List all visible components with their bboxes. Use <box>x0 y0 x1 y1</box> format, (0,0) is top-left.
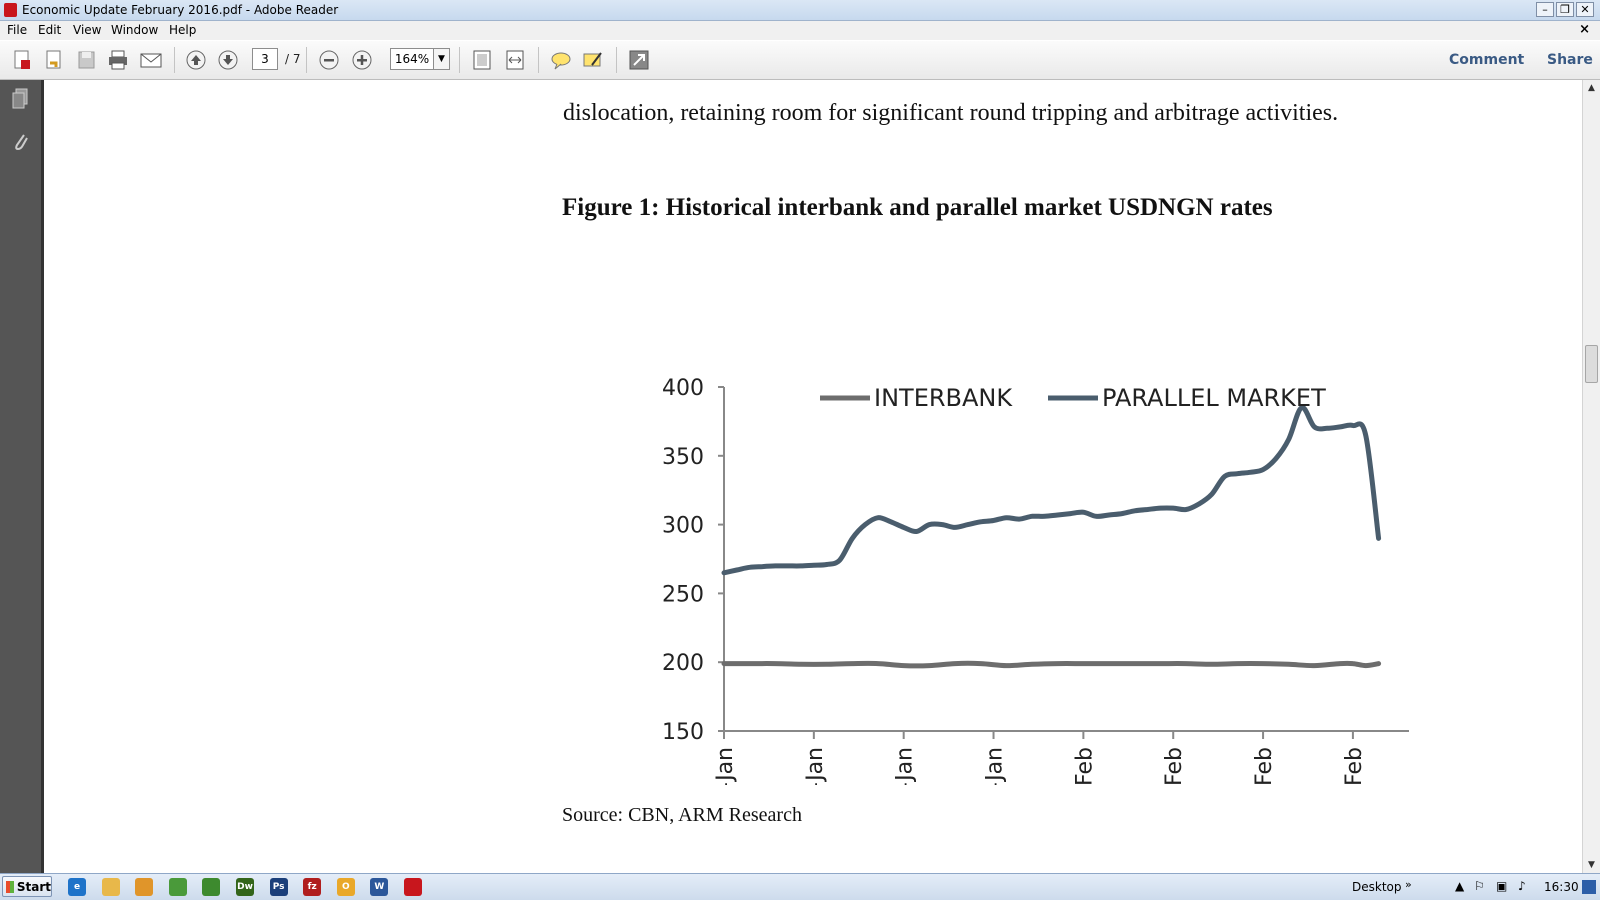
document-view: dislocation, retaining room for signific… <box>44 80 1582 873</box>
next-page-icon[interactable] <box>216 48 240 72</box>
file-explorer-icon[interactable] <box>101 878 120 896</box>
scroll-up-icon[interactable]: ▲ <box>1588 83 1595 93</box>
word-icon[interactable]: W <box>370 878 389 896</box>
open-file-icon[interactable] <box>42 48 66 72</box>
flag-icon[interactable]: ⚐ <box>1474 879 1485 893</box>
scroll-down-icon[interactable]: ▼ <box>1588 860 1595 870</box>
window-title: Economic Update February 2016.pdf - Adob… <box>22 3 339 17</box>
volume-icon[interactable]: ♪ <box>1518 879 1526 893</box>
minimize-button[interactable]: – <box>1536 2 1554 17</box>
x-tick-label: 25-Jan <box>983 747 1008 785</box>
menu-view[interactable]: View <box>73 23 102 37</box>
menu-help[interactable]: Help <box>169 23 197 37</box>
toolbar <box>0 41 1600 115</box>
chrome-icon[interactable] <box>168 878 187 896</box>
dreamweaver-icon[interactable]: Dw <box>236 878 254 896</box>
vertical-scrollbar[interactable]: ▲ ▼ <box>1582 80 1600 873</box>
x-tick-label: 1-Feb <box>1072 747 1097 785</box>
previous-page-icon[interactable] <box>184 48 208 72</box>
y-tick-label: 250 <box>662 582 704 607</box>
page-total-label: / 7 <box>285 52 301 66</box>
y-tick-label: 400 <box>662 376 704 401</box>
sticky-note-icon[interactable] <box>549 48 573 72</box>
windows-logo-icon <box>6 880 14 893</box>
x-tick-label: 8-Feb <box>1162 747 1187 785</box>
close-document-button[interactable]: × <box>1579 22 1590 37</box>
body-text: dislocation, retaining room for signific… <box>563 100 1339 126</box>
y-tick-label: 300 <box>662 514 704 539</box>
show-desktop-icon[interactable] <box>1582 880 1596 894</box>
tray-expand-icon[interactable]: ▲ <box>1455 879 1465 893</box>
restore-button[interactable]: ❐ <box>1556 2 1574 17</box>
start-label: Start <box>16 879 51 894</box>
title-bar: Economic Update February 2016.pdf - Adob… <box>0 0 1600 21</box>
outlook-icon[interactable]: O <box>336 878 355 896</box>
series-line-parallel-market <box>721 405 1382 576</box>
line-chart: 400 350 300 250 200 150 4-Jan 11-Jan 18-Jan 25-Ja… <box>662 376 1409 785</box>
fit-page-icon[interactable] <box>470 48 494 72</box>
photoshop-icon[interactable]: Ps <box>269 878 288 896</box>
adobe-reader-icon <box>4 3 17 17</box>
media-player-icon[interactable] <box>135 878 154 896</box>
menu-window[interactable]: Window <box>111 23 159 37</box>
scroll-thumb[interactable] <box>1585 345 1598 383</box>
comment-button[interactable]: Comment <box>1449 52 1525 68</box>
page-thumbnails-icon[interactable] <box>10 88 30 110</box>
x-tick-label: 11-Jan <box>803 747 828 785</box>
menu-bar: File Edit View Window Help × <box>0 21 1600 40</box>
chevron-right-icon[interactable]: » <box>1405 878 1412 891</box>
start-button[interactable]: Start <box>2 876 52 897</box>
y-tick-label: 350 <box>662 445 704 470</box>
filezilla-icon[interactable]: fz <box>303 878 322 896</box>
internet-explorer-icon[interactable]: e <box>68 878 86 896</box>
share-button[interactable]: Share <box>1547 52 1593 68</box>
legend-label: PARALLEL MARKET <box>1102 384 1326 412</box>
source-note: Source: CBN, ARM Research <box>562 804 802 826</box>
x-tick-label: 4-Jan <box>713 747 738 785</box>
y-tick-label: 150 <box>662 720 704 745</box>
zoom-dropdown-button[interactable]: ▼ <box>434 48 450 70</box>
network-icon[interactable]: ▣ <box>1496 879 1508 893</box>
save-icon[interactable] <box>74 48 98 72</box>
menu-edit[interactable]: Edit <box>38 23 62 37</box>
y-tick-label: 200 <box>662 651 704 676</box>
x-tick-label: 15-Feb <box>1252 747 1277 785</box>
zoom-input[interactable] <box>390 48 434 70</box>
navigation-pane <box>0 80 44 873</box>
fit-width-icon[interactable] <box>503 48 527 72</box>
highlight-text-icon[interactable] <box>581 48 605 72</box>
clock[interactable]: 16:30 <box>1544 880 1579 894</box>
full-screen-icon[interactable] <box>627 48 651 72</box>
create-pdf-icon[interactable] <box>10 48 34 72</box>
zoom-in-icon[interactable] <box>350 48 374 72</box>
zoom-out-icon[interactable] <box>317 48 341 72</box>
series-line-interbank <box>721 660 1382 669</box>
taskbar: Start Desktop » ▲ ⚐ ▣ ♪ 16:30 e Dw Ps fz O W <box>0 873 1600 900</box>
notepad-icon[interactable] <box>202 878 221 896</box>
email-icon[interactable] <box>139 48 163 72</box>
page-number-input[interactable] <box>252 48 278 70</box>
legend-label: INTERBANK <box>874 384 1013 412</box>
figure-title: Figure 1: Historical interbank and paral… <box>562 194 1273 221</box>
print-icon[interactable] <box>106 48 130 72</box>
x-tick-label: 18-Jan <box>893 747 918 785</box>
menu-file[interactable]: File <box>7 23 28 37</box>
close-window-button[interactable]: ✕ <box>1576 2 1594 17</box>
adobe-reader-icon[interactable] <box>404 878 422 896</box>
x-tick-label: 22-Feb <box>1342 747 1367 785</box>
desktop-toolbar-label[interactable]: Desktop <box>1352 880 1402 894</box>
attachments-icon[interactable] <box>10 130 30 152</box>
